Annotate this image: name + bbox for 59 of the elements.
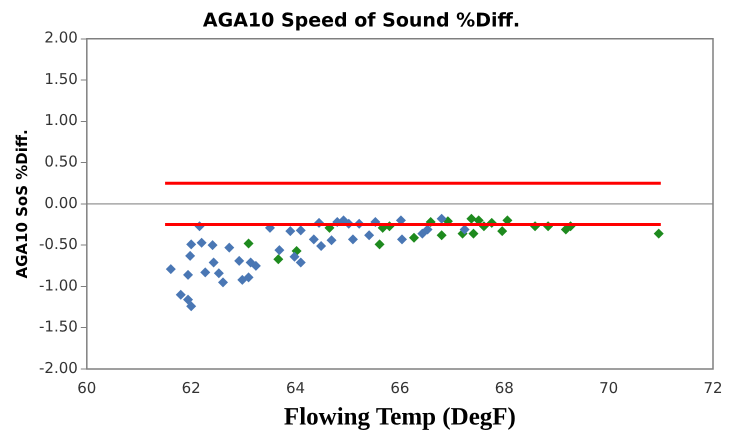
y-tick-label: 2.00	[44, 28, 78, 47]
point	[183, 294, 194, 305]
x-axis-title: Flowing Temp (DegF)	[284, 403, 516, 430]
point	[186, 239, 196, 250]
chart-title: AGA10 Speed of Sound %Diff.	[202, 9, 520, 32]
point	[166, 264, 176, 274]
point	[296, 225, 306, 236]
point	[497, 226, 508, 236]
point	[436, 230, 447, 240]
point	[208, 240, 218, 250]
y-tick-label: 0.50	[44, 152, 78, 171]
x-tick-label: 70	[599, 378, 618, 397]
point	[200, 267, 210, 278]
point	[364, 230, 374, 240]
y-tick-label: -0.50	[39, 235, 78, 254]
point	[326, 235, 337, 246]
point	[250, 260, 261, 271]
point	[176, 290, 186, 300]
point	[183, 270, 194, 280]
point	[285, 226, 296, 236]
point	[654, 228, 664, 239]
point	[308, 234, 319, 244]
x-tick-label: 60	[77, 378, 96, 397]
point	[348, 234, 358, 244]
x-tick-label: 66	[390, 378, 410, 397]
point	[316, 241, 326, 251]
point	[436, 214, 447, 224]
point	[408, 232, 419, 243]
point	[234, 256, 244, 266]
point	[466, 214, 476, 224]
point	[185, 250, 196, 261]
point	[237, 274, 248, 285]
point	[196, 238, 207, 248]
point	[274, 245, 284, 256]
y-tick-label: 0.00	[44, 194, 78, 212]
y-tick-label: -1.50	[39, 318, 78, 336]
point	[273, 254, 284, 264]
point	[208, 258, 219, 268]
y-tick-label: -1.00	[39, 276, 78, 294]
point	[396, 234, 407, 244]
point	[224, 242, 234, 253]
point	[218, 277, 228, 288]
point	[296, 258, 306, 268]
y-tick-label: 1.50	[44, 70, 78, 88]
x-tick-label: 68	[494, 378, 514, 397]
point	[186, 301, 196, 312]
point	[214, 268, 224, 278]
point	[244, 272, 254, 282]
x-tick-label: 72	[703, 378, 723, 397]
x-tick-label: 64	[286, 378, 306, 397]
point	[289, 252, 300, 262]
point	[374, 239, 385, 250]
x-tick-label: 62	[182, 378, 201, 397]
y-tick-label: 1.00	[44, 111, 78, 130]
point	[468, 228, 478, 239]
y-tick-label: -2.00	[39, 358, 78, 377]
point	[417, 228, 428, 239]
y-axis-title: AGA10 SoS %Diff.	[12, 129, 31, 279]
point	[244, 238, 254, 249]
